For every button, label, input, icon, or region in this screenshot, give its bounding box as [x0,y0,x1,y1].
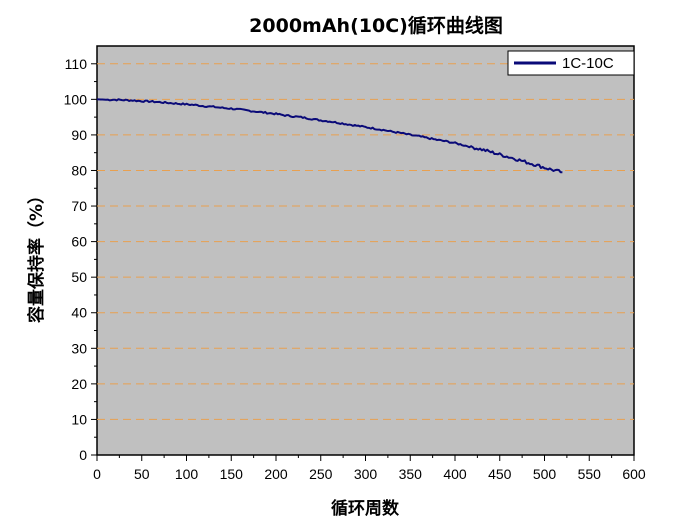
x-axis-title: 循环周数 [331,498,400,519]
x-tick-label-150: 150 [220,466,244,482]
y-tick-label-20: 20 [71,376,87,392]
x-tick-label-200: 200 [264,466,288,482]
series-line-1c-10c [96,98,563,174]
x-tick-label-550: 550 [578,466,602,482]
y-tick-label-80: 80 [71,162,87,178]
chart-title: 2000mAh(10C)循环曲线图 [249,14,503,37]
x-tick-label-0: 0 [93,466,101,482]
axes: 0 10 20 30 40 50 60 70 80 90 100 110 0 50 100 150 200 250… [64,56,646,482]
series-layer [96,98,563,174]
y-tick-label-70: 70 [71,198,87,214]
y-axis-title: 容量保持率（%） [26,187,47,323]
y-tick-label-50: 50 [71,269,87,285]
y-tick-label-40: 40 [71,305,87,321]
x-tick-label-250: 250 [309,466,333,482]
y-tick-label-110: 110 [65,56,88,72]
plot-area [96,45,635,456]
x-tick-label-500: 500 [533,466,557,482]
x-tick-label-50: 50 [134,466,150,482]
x-tick-label-300: 300 [354,466,378,482]
legend: 1C-10C [507,50,635,76]
y-tick-label-0: 0 [79,447,87,463]
y-tick-label-100: 100 [64,91,88,107]
legend-label-1c-10c: 1C-10C [562,55,614,72]
y-tick-label-30: 30 [71,340,87,356]
y-tick-label-90: 90 [71,127,87,143]
x-tick-label-400: 400 [443,466,467,482]
x-tick-label-600: 600 [622,466,646,482]
x-tick-label-450: 450 [488,466,512,482]
x-tick-label-100: 100 [175,466,199,482]
y-tick-label-60: 60 [71,234,87,250]
y-tick-label-10: 10 [71,411,87,427]
x-tick-label-350: 350 [399,466,423,482]
